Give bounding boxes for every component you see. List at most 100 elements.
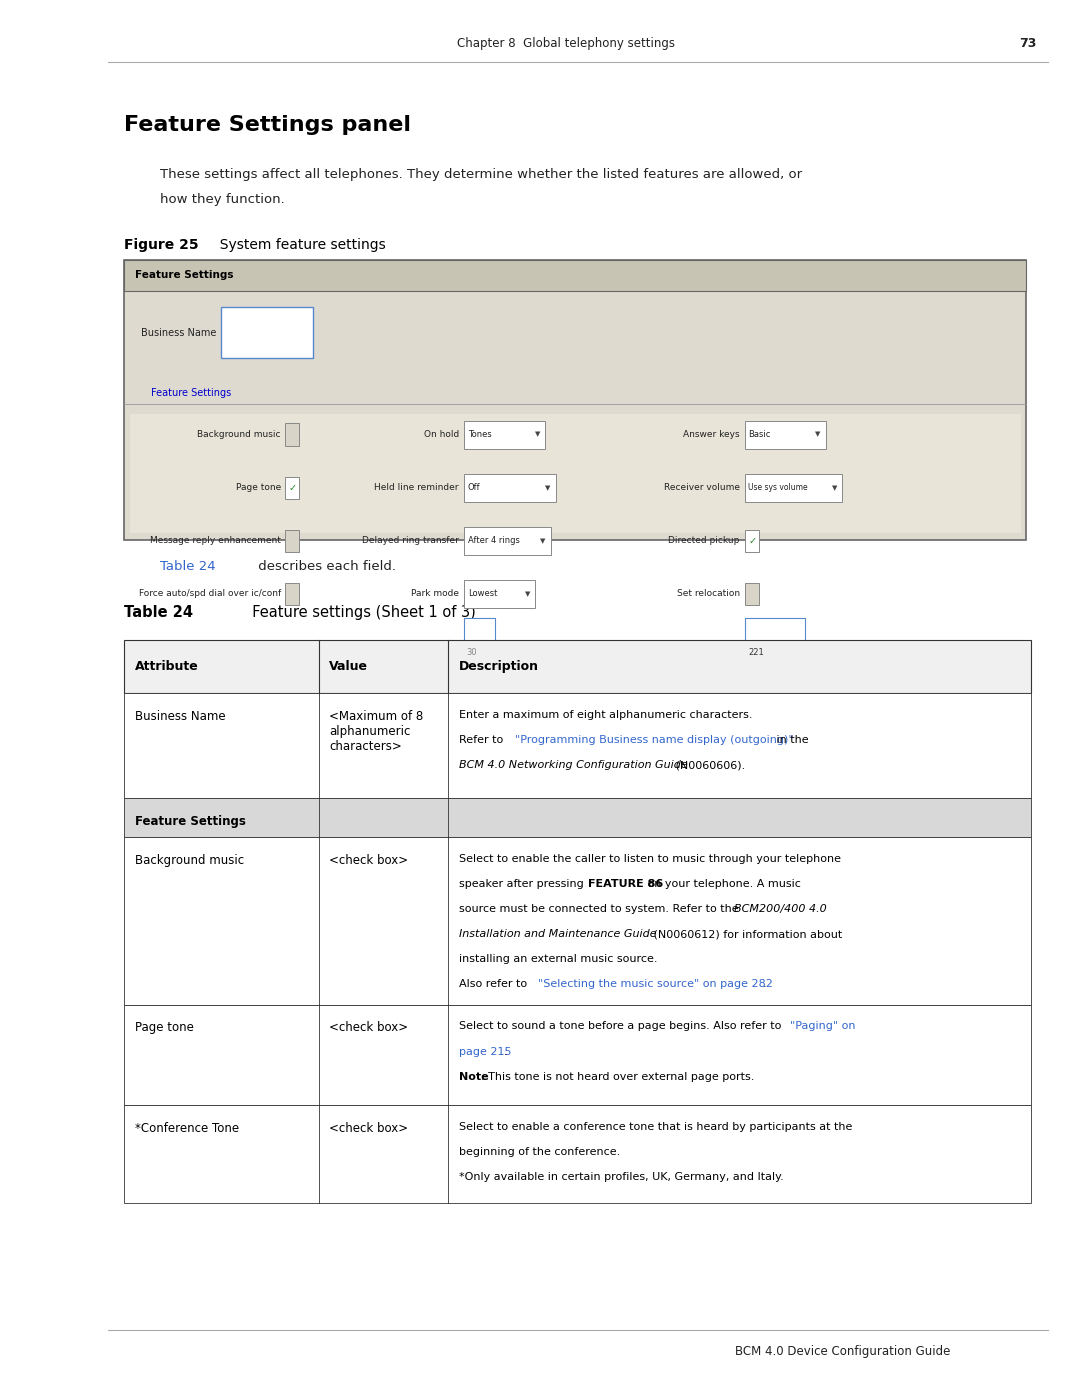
FancyBboxPatch shape [124, 640, 1031, 693]
FancyBboxPatch shape [124, 260, 1026, 541]
Text: BCM200/400 4.0: BCM200/400 4.0 [734, 904, 827, 914]
FancyBboxPatch shape [285, 476, 299, 499]
Text: .: . [762, 979, 766, 989]
FancyBboxPatch shape [745, 617, 805, 687]
Text: Feature Settings panel: Feature Settings panel [124, 115, 411, 136]
FancyBboxPatch shape [285, 583, 299, 605]
Text: beginning of the conference.: beginning of the conference. [459, 1147, 620, 1157]
Text: *Only available in certain profiles, UK, Germany, and Italy.: *Only available in certain profiles, UK,… [459, 1172, 784, 1182]
Text: <check box>: <check box> [329, 854, 408, 866]
Text: Set relocation: Set relocation [677, 590, 740, 598]
FancyBboxPatch shape [124, 837, 1031, 1004]
Text: in the: in the [773, 735, 809, 745]
FancyBboxPatch shape [745, 420, 826, 448]
Text: how they function.: how they function. [160, 193, 285, 205]
Text: Table 24: Table 24 [124, 605, 193, 620]
Text: Off: Off [468, 483, 481, 492]
Text: Enter a maximum of eight alphanumeric characters.: Enter a maximum of eight alphanumeric ch… [459, 710, 753, 719]
Text: Select to sound a tone before a page begins. Also refer to: Select to sound a tone before a page beg… [459, 1021, 785, 1031]
Text: Directed pickup: Directed pickup [669, 536, 740, 545]
FancyBboxPatch shape [124, 798, 1031, 837]
Text: Description: Description [459, 659, 539, 673]
Text: <check box>: <check box> [329, 1021, 408, 1034]
Text: (N0060606).: (N0060606). [673, 760, 745, 770]
Text: Value: Value [329, 659, 368, 673]
Text: "Programming Business name display (outgoing)": "Programming Business name display (outg… [515, 735, 794, 745]
Text: Also refer to: Also refer to [459, 979, 530, 989]
Text: on your telephone. A music: on your telephone. A music [645, 879, 801, 888]
Text: Feature settings (Sheet 1 of 3): Feature settings (Sheet 1 of 3) [243, 605, 476, 620]
Text: speaker after pressing: speaker after pressing [459, 879, 588, 888]
FancyBboxPatch shape [221, 307, 313, 358]
Text: Receiver volume: Receiver volume [664, 483, 740, 492]
Text: ✓: ✓ [288, 483, 297, 493]
Text: Background music: Background music [198, 430, 281, 439]
Text: source must be connected to system. Refer to the: source must be connected to system. Refe… [459, 904, 742, 914]
FancyBboxPatch shape [285, 423, 299, 446]
Text: ▼: ▼ [815, 432, 821, 437]
Text: *Conference Tone: *Conference Tone [135, 1122, 239, 1134]
FancyBboxPatch shape [464, 580, 535, 608]
Text: "Selecting the music source" on page 282: "Selecting the music source" on page 282 [538, 979, 772, 989]
Text: <check box>: <check box> [329, 1122, 408, 1134]
Text: Note: Note [459, 1071, 488, 1081]
Text: Park mode: Park mode [411, 590, 459, 598]
Text: BCM 4.0 Device Configuration Guide: BCM 4.0 Device Configuration Guide [735, 1345, 950, 1358]
Text: Select to enable a conference tone that is heard by participants at the: Select to enable a conference tone that … [459, 1122, 852, 1132]
FancyBboxPatch shape [745, 474, 842, 502]
Text: 221: 221 [748, 648, 765, 657]
Text: Figure 25: Figure 25 [124, 237, 199, 251]
Text: .: . [504, 1046, 508, 1056]
FancyBboxPatch shape [464, 474, 556, 502]
Text: Feature Settings: Feature Settings [135, 271, 233, 281]
FancyBboxPatch shape [464, 617, 495, 687]
Text: installing an external music source.: installing an external music source. [459, 954, 658, 964]
Text: Lowest: Lowest [468, 590, 497, 598]
Text: : This tone is not heard over external page ports.: : This tone is not heard over external p… [482, 1071, 755, 1081]
Text: These settings affect all telephones. They determine whether the listed features: These settings affect all telephones. Th… [160, 168, 802, 182]
Text: Business Name: Business Name [135, 710, 226, 722]
FancyBboxPatch shape [124, 693, 1031, 798]
Text: Use sys volume: Use sys volume [748, 483, 808, 492]
Text: BCM 4.0 Networking Configuration Guide: BCM 4.0 Networking Configuration Guide [459, 760, 688, 770]
Text: Table 24: Table 24 [160, 560, 216, 573]
Text: Refer to: Refer to [459, 735, 510, 745]
FancyBboxPatch shape [745, 529, 759, 552]
Text: Page tone: Page tone [135, 1021, 194, 1034]
Text: Business Name: Business Name [140, 328, 216, 338]
Text: Feature Settings: Feature Settings [151, 388, 231, 398]
Text: After 4 rings: After 4 rings [468, 536, 519, 545]
FancyBboxPatch shape [745, 583, 759, 605]
FancyBboxPatch shape [124, 260, 1026, 291]
Text: On hold: On hold [423, 430, 459, 439]
Text: Basic: Basic [748, 430, 771, 439]
Text: ▼: ▼ [535, 432, 540, 437]
Text: Delayed ring transfer: Delayed ring transfer [362, 536, 459, 545]
Text: 30: 30 [467, 648, 476, 657]
Text: Installation and Maintenance Guide: Installation and Maintenance Guide [459, 929, 657, 939]
FancyBboxPatch shape [464, 420, 545, 448]
Text: Chapter 8  Global telephony settings: Chapter 8 Global telephony settings [457, 36, 675, 50]
Text: (N0060612) for information about: (N0060612) for information about [650, 929, 842, 939]
Text: ▼: ▼ [540, 538, 545, 543]
Text: Maximum CLI per line: Maximum CLI per line [361, 648, 459, 657]
FancyBboxPatch shape [124, 1004, 1031, 1105]
Text: Force auto/spd dial over ic/conf: Force auto/spd dial over ic/conf [138, 590, 281, 598]
Text: Tones: Tones [468, 430, 491, 439]
Text: Message reply enhancement: Message reply enhancement [150, 536, 281, 545]
Text: ▼: ▼ [525, 591, 530, 597]
Text: Background music: Background music [135, 854, 244, 866]
Text: FEATURE 86: FEATURE 86 [589, 879, 663, 888]
Text: Held line reminder: Held line reminder [375, 483, 459, 492]
Text: 73: 73 [1020, 36, 1037, 50]
FancyBboxPatch shape [130, 414, 1021, 534]
Text: ✓: ✓ [748, 536, 756, 546]
Text: Attribute: Attribute [135, 659, 199, 673]
Text: describes each field.: describes each field. [254, 560, 395, 573]
Text: System feature settings: System feature settings [211, 237, 386, 251]
Text: "Paging" on: "Paging" on [791, 1021, 855, 1031]
Text: Answer keys: Answer keys [684, 430, 740, 439]
Text: <Maximum of 8
alphanumeric
characters>: <Maximum of 8 alphanumeric characters> [329, 710, 423, 753]
FancyBboxPatch shape [285, 529, 299, 552]
Text: page 215: page 215 [459, 1046, 512, 1056]
